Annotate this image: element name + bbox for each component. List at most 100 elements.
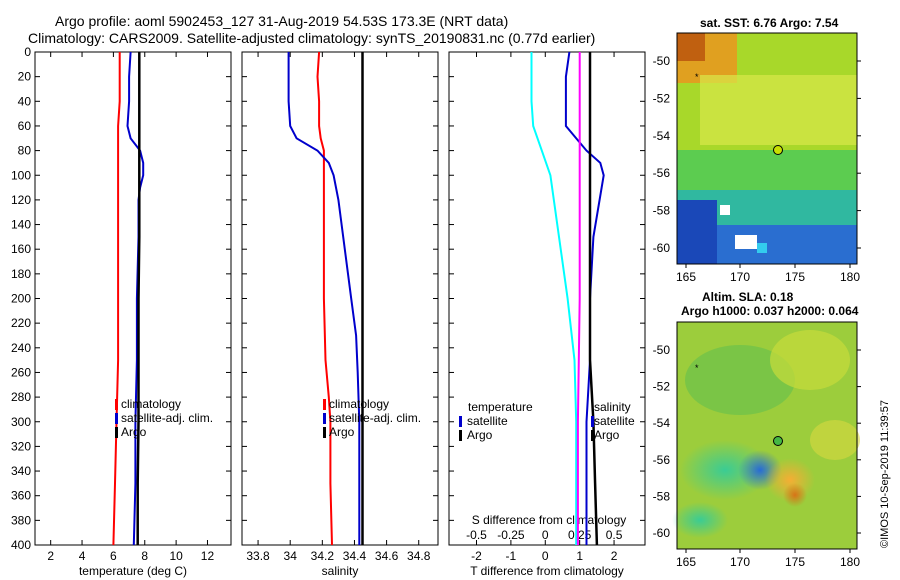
x-tick-label: 2 bbox=[47, 549, 54, 563]
lat-tick-label: -58 bbox=[653, 204, 671, 218]
legend-swatch bbox=[323, 413, 326, 424]
x-tick-label-top: -0.25 bbox=[497, 528, 525, 542]
sst-map-land-gap-2 bbox=[720, 205, 730, 215]
x-tick-label: -1 bbox=[506, 549, 517, 563]
legend-swatch bbox=[591, 430, 594, 441]
y-tick-label: 200 bbox=[11, 292, 31, 306]
y-tick-label: 80 bbox=[18, 144, 32, 158]
x-axis-label: temperature (deg C) bbox=[79, 564, 187, 578]
series-line-t-argo bbox=[588, 52, 599, 546]
sst-island-marker: * bbox=[695, 72, 699, 82]
x-axis-label: T difference from climatology bbox=[470, 564, 624, 578]
x-tick-label: 34 bbox=[284, 549, 298, 563]
sla-map-bottom-teal bbox=[672, 502, 728, 538]
legend-label: Argo bbox=[121, 425, 147, 439]
temperature-panel: 0 20 40 60 80 100 120 140 160 180 200 220 240 260 280 3… bbox=[11, 45, 232, 578]
series-line-argo bbox=[136, 52, 141, 545]
legend-label: salinity bbox=[594, 400, 631, 414]
y-tick-label: 120 bbox=[11, 193, 31, 207]
legend-label: Argo bbox=[329, 425, 355, 439]
lat-tick-label: -56 bbox=[653, 453, 671, 467]
lon-tick-label: 165 bbox=[676, 555, 696, 569]
series-line-t-satellite bbox=[564, 51, 605, 545]
sla-map-axes: -50 -52 -54 -56 -58 -60 165 170 175 180 bbox=[653, 343, 861, 569]
lat-tick-label: -54 bbox=[653, 129, 671, 143]
sst-map: * bbox=[676, 32, 858, 265]
series-line-s-argo-magenta- bbox=[576, 52, 581, 545]
plot-frame-difference bbox=[448, 51, 646, 546]
lon-tick-label: 180 bbox=[840, 270, 860, 284]
sst-map-land-gap-1 bbox=[735, 235, 757, 249]
y-tick-label: 180 bbox=[11, 267, 31, 281]
sst-map-cyan-square bbox=[757, 243, 767, 253]
sla-map-title-1: Altim. SLA: 0.18 bbox=[702, 290, 794, 304]
legend-label: climatology bbox=[329, 397, 389, 411]
salinity-panel: 33.8 34 34.2 34.4 34.6 34.8 salinity climatolog… bbox=[241, 51, 439, 578]
y-tick-label: 100 bbox=[11, 168, 31, 182]
credit-text: ©IMOS 10-Sep-2019 11:39:57 bbox=[879, 400, 891, 548]
y-tick-label: 260 bbox=[11, 365, 31, 379]
legend-label: Argo bbox=[594, 428, 620, 442]
legend-swatch bbox=[115, 427, 118, 438]
x-tick-label: 34.2 bbox=[311, 549, 335, 563]
x-tick-label-top: 0.25 bbox=[568, 528, 592, 542]
legend-label: temperature bbox=[468, 400, 533, 414]
x-tick-label: -2 bbox=[471, 549, 482, 563]
x-tick-label: 6 bbox=[110, 549, 117, 563]
x-tick-label-top: 0.5 bbox=[606, 528, 623, 542]
x-tick-label: 10 bbox=[169, 549, 183, 563]
plot-frame-salinity bbox=[241, 51, 439, 546]
difference-panel: -2 -1 0 1 2T difference from climatology S di… bbox=[448, 51, 646, 578]
sst-map-axes: -50 -52 -54 -56 -58 -60 165 170 175 180 bbox=[653, 54, 861, 284]
x-tick-label: 33.8 bbox=[246, 549, 270, 563]
series-line-climatology bbox=[112, 52, 121, 546]
sla-map-green-patch bbox=[685, 345, 795, 415]
sla-map: * bbox=[672, 321, 860, 550]
sla-map-yellow-patch bbox=[770, 330, 850, 390]
y-tick-label: 240 bbox=[11, 341, 31, 355]
lon-tick-label: 175 bbox=[785, 270, 805, 284]
sla-island-marker: * bbox=[695, 363, 699, 373]
series-line-climatology bbox=[316, 51, 333, 546]
y-tick-label: 60 bbox=[18, 119, 32, 133]
lat-tick-label: -60 bbox=[653, 241, 671, 255]
y-tick-label: 320 bbox=[11, 439, 31, 453]
lat-tick-label: -52 bbox=[653, 91, 671, 105]
series-line-satellite bbox=[126, 51, 145, 546]
y-tick-label: 20 bbox=[18, 70, 32, 84]
x-tick-label: 8 bbox=[141, 549, 148, 563]
lon-tick-label: 170 bbox=[730, 270, 750, 284]
legend-label: satellite bbox=[594, 414, 635, 428]
lat-tick-label: -50 bbox=[653, 343, 671, 357]
legend-label: climatology bbox=[121, 397, 181, 411]
sla-map-right-yellow bbox=[810, 420, 860, 460]
sst-map-yellow-band bbox=[700, 75, 857, 145]
lat-tick-label: -60 bbox=[653, 526, 671, 540]
x-tick-label: 34.4 bbox=[343, 549, 367, 563]
lon-tick-label: 175 bbox=[785, 555, 805, 569]
lon-tick-label: 165 bbox=[676, 270, 696, 284]
y-tick-label: 400 bbox=[11, 538, 31, 552]
x-tick-label-top: 0 bbox=[542, 528, 549, 542]
lon-tick-label: 170 bbox=[730, 555, 750, 569]
x-tick-label: 34.8 bbox=[407, 549, 431, 563]
x-tick-label: 1 bbox=[576, 549, 583, 563]
legend-swatch bbox=[323, 427, 326, 438]
legend-swatch bbox=[591, 416, 594, 427]
lat-tick-label: -52 bbox=[653, 380, 671, 394]
x-axis-label: salinity bbox=[322, 564, 359, 578]
x-tick-label: 2 bbox=[611, 549, 618, 563]
legend-swatch bbox=[115, 399, 118, 410]
lat-tick-label: -54 bbox=[653, 416, 671, 430]
sst-map-frame bbox=[676, 32, 858, 265]
x-axis-label-top: S difference from climatology bbox=[472, 513, 627, 527]
y-tick-label: 40 bbox=[18, 94, 32, 108]
sst-argo-position bbox=[773, 145, 783, 155]
legend-label: satellite-adj. clim. bbox=[329, 411, 421, 425]
legend-swatch bbox=[459, 416, 462, 427]
y-tick-label: 0 bbox=[24, 45, 31, 59]
x-tick-label: 0 bbox=[542, 549, 549, 563]
lat-tick-label: -50 bbox=[653, 54, 671, 68]
y-tick-label: 340 bbox=[11, 464, 31, 478]
lat-tick-label: -56 bbox=[653, 166, 671, 180]
